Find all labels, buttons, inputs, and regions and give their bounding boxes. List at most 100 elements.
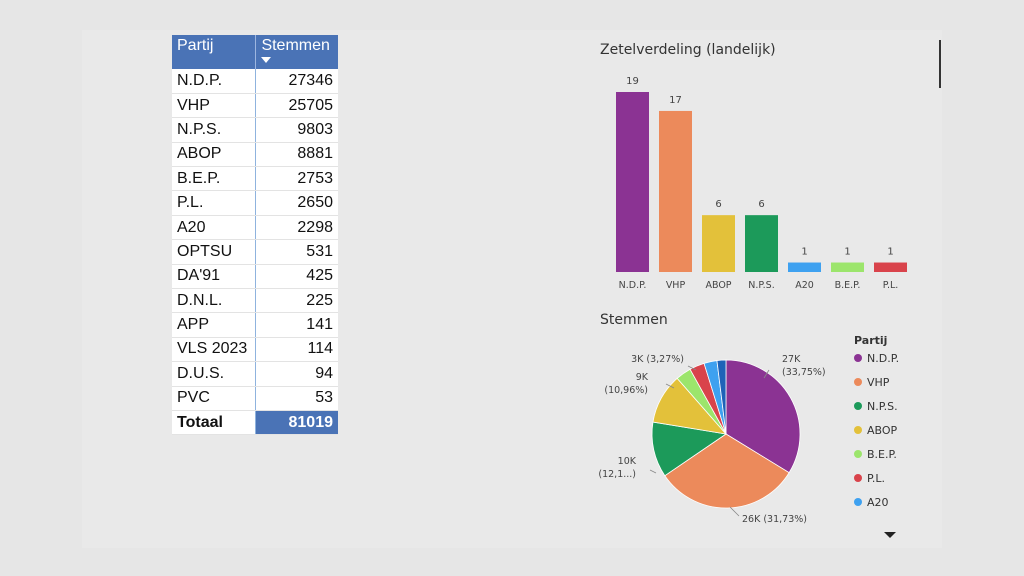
table-row[interactable]: D.N.L. 225	[172, 288, 338, 314]
cell-stemmen: 2650	[255, 190, 338, 216]
cell-stemmen: 2298	[255, 215, 338, 241]
pie-leader-line	[649, 469, 657, 474]
legend-marker	[854, 354, 862, 362]
legend-marker	[854, 402, 862, 410]
pie-slice-vhp[interactable]	[664, 433, 790, 509]
bar-abop[interactable]	[702, 215, 735, 272]
cell-partij: VLS 2023	[172, 337, 256, 363]
cell-partij: APP	[172, 312, 256, 338]
cell-stemmen: 53	[255, 386, 338, 411]
x-tick-label: N.D.P.	[619, 280, 647, 291]
bar-vhp[interactable]	[659, 110, 692, 272]
table-row[interactable]: DA'91 425	[172, 264, 338, 290]
table-row[interactable]: ABOP 8881	[172, 142, 338, 168]
bar-a20[interactable]	[788, 262, 821, 272]
x-tick-label: ABOP	[705, 280, 731, 291]
votes-table[interactable]: Partij Stemmen N.D.P. 27346 VHP 25705 N.P.S.…	[172, 35, 338, 436]
bar-ndp[interactable]	[616, 92, 649, 272]
cell-stemmen: 94	[255, 361, 338, 387]
pie-slice-other[interactable]	[716, 359, 727, 435]
seat-bar-chart[interactable]: 19 N.D.P. 17 VHP 6 ABOP 6 N.P.S. 1 A20 1 B.E.P. 1 P.L…	[600, 64, 920, 300]
cell-stemmen: 225	[255, 288, 338, 314]
bar-value-label: 1	[801, 247, 807, 258]
table-row[interactable]: PVC 53	[172, 386, 338, 411]
legend-scroll-down-icon[interactable]	[884, 532, 896, 538]
cell-stemmen: 27346	[255, 69, 338, 94]
cell-stemmen: 114	[255, 337, 338, 363]
pie-leader-line	[687, 365, 697, 371]
cell-partij: N.D.P.	[172, 69, 256, 94]
table-header-row: Partij Stemmen	[172, 35, 338, 69]
pie-data-label: 9K	[636, 372, 649, 383]
cell-partij: OPTSU	[172, 239, 256, 265]
x-tick-label: P.L.	[883, 280, 899, 291]
pie-slice-ndp[interactable]	[725, 359, 801, 474]
bar-value-label: 6	[715, 199, 721, 210]
cell-partij: P.L.	[172, 190, 256, 216]
bar-value-label: 17	[669, 95, 682, 106]
cell-stemmen: 8881	[255, 142, 338, 168]
total-label: Totaal	[172, 410, 256, 436]
cell-partij: A20	[172, 215, 256, 241]
bar-value-label: 6	[758, 199, 764, 210]
scrollbar-thumb[interactable]	[939, 40, 941, 88]
pie-data-label: (10,96%)	[604, 385, 648, 396]
x-tick-label: N.P.S.	[748, 280, 774, 291]
table-row[interactable]: D.U.S. 94	[172, 361, 338, 387]
cell-partij: PVC	[172, 386, 256, 411]
table-row[interactable]: N.P.S. 9803	[172, 117, 338, 143]
legend-item[interactable]: A20	[867, 496, 889, 509]
legend-marker	[854, 498, 862, 506]
cell-partij: B.E.P.	[172, 166, 256, 192]
x-tick-label: VHP	[666, 280, 686, 291]
column-header-partij[interactable]: Partij	[172, 35, 256, 69]
cell-partij: D.U.S.	[172, 361, 256, 387]
table-row[interactable]: P.L. 2650	[172, 190, 338, 216]
x-tick-label: A20	[795, 280, 814, 291]
pie-data-label: (33,75%)	[782, 367, 826, 378]
table-row[interactable]: APP 141	[172, 312, 338, 338]
cell-stemmen: 2753	[255, 166, 338, 192]
bar-pl[interactable]	[874, 262, 907, 272]
cell-stemmen: 141	[255, 312, 338, 338]
pie-data-label: 3K (3,27%)	[631, 354, 684, 365]
cell-stemmen: 425	[255, 264, 338, 290]
x-tick-label: B.E.P.	[835, 280, 861, 291]
table-row[interactable]: B.E.P. 2753	[172, 166, 338, 192]
cell-stemmen: 531	[255, 239, 338, 265]
pie-leader-line	[729, 506, 740, 517]
table-row[interactable]: N.D.P. 27346	[172, 69, 338, 94]
pie-data-label: (12,1...)	[598, 469, 636, 480]
table-row[interactable]: VLS 2023 114	[172, 337, 338, 363]
legend-marker	[854, 426, 862, 434]
pie-data-label: 26K (31,73%)	[742, 514, 807, 525]
bar-chart-title: Zetelverdeling (landelijk)	[600, 42, 776, 58]
cell-partij: D.N.L.	[172, 288, 256, 314]
table-row[interactable]: VHP 25705	[172, 93, 338, 119]
table-row[interactable]: A20 2298	[172, 215, 338, 241]
bar-value-label: 1	[844, 247, 850, 258]
cell-partij: DA'91	[172, 264, 256, 290]
legend-item[interactable]: N.P.S.	[867, 400, 898, 413]
cell-partij: VHP	[172, 93, 256, 119]
legend-item[interactable]: VHP	[867, 376, 890, 389]
table-total-row: Totaal 81019	[172, 410, 338, 436]
cell-stemmen: 9803	[255, 117, 338, 143]
total-value: 81019	[255, 410, 338, 436]
pie-leader-line	[665, 383, 675, 389]
sort-descending-icon[interactable]	[261, 57, 272, 63]
legend-title: Partij	[854, 334, 887, 347]
votes-pie-chart[interactable]: 27K (33,75%) 26K (31,73%) 10K (12,1...) 9K (10…	[596, 334, 936, 530]
table-row[interactable]: OPTSU 531	[172, 239, 338, 265]
bar-nps[interactable]	[745, 215, 778, 272]
legend-item[interactable]: N.D.P.	[867, 352, 899, 365]
legend-item[interactable]: ABOP	[867, 424, 898, 437]
column-header-stemmen[interactable]: Stemmen	[255, 35, 338, 69]
legend-item[interactable]: P.L.	[867, 472, 885, 485]
legend-marker	[854, 474, 862, 482]
legend-marker	[854, 450, 862, 458]
bar-bep[interactable]	[831, 262, 864, 272]
legend-marker	[854, 378, 862, 386]
cell-stemmen: 25705	[255, 93, 338, 119]
legend-item[interactable]: B.E.P.	[867, 448, 897, 461]
